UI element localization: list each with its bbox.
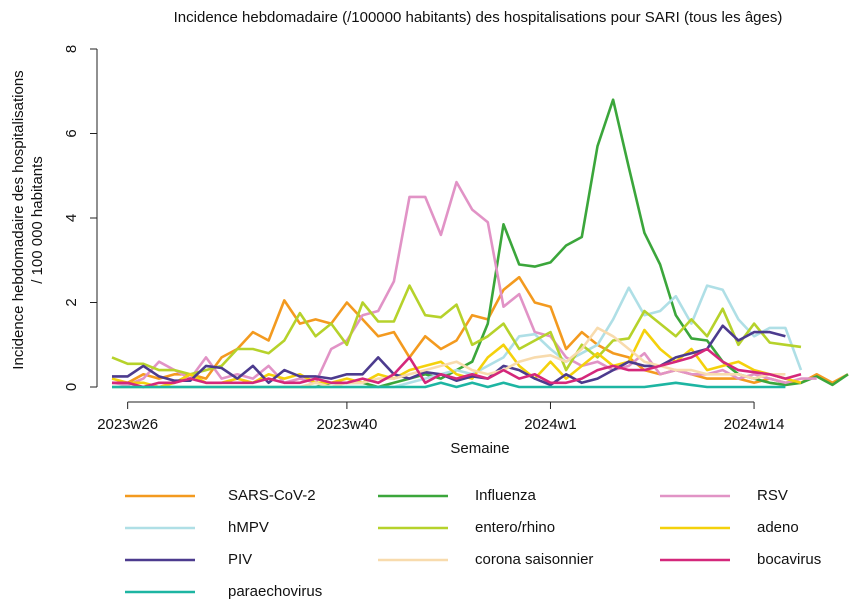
legend-label: bocavirus — [757, 551, 821, 568]
y-axis-label: Incidence hebdomadaire des hospitalisati… — [10, 70, 27, 369]
legend-label: RSV — [757, 487, 788, 504]
x-tick-label: 2023w40 — [316, 416, 377, 433]
legend-label: paraechovirus — [228, 583, 322, 600]
series-line — [112, 381, 786, 389]
x-tick-label: 2023w26 — [97, 416, 158, 433]
x-tick-label: 2024w1 — [524, 416, 577, 433]
legend-label: PIV — [228, 551, 252, 568]
y-tick-label: 2 — [63, 298, 80, 306]
legend-label: SARS-CoV-2 — [228, 487, 316, 504]
series-line — [112, 347, 802, 389]
y-tick-label: 8 — [63, 45, 80, 53]
x-axis-label: Semaine — [450, 440, 509, 457]
y-tick-label: 4 — [63, 214, 80, 222]
series-line — [111, 180, 817, 387]
y-tick-label: 0 — [63, 383, 80, 391]
series-line — [111, 284, 802, 376]
legend-label: Influenza — [475, 487, 537, 504]
legend-label: adeno — [757, 519, 799, 536]
y-tick-label: 6 — [63, 129, 80, 137]
x-tick-label: 2024w14 — [724, 416, 785, 433]
legend-label: hMPV — [228, 519, 269, 536]
chart-title: Incidence hebdomadaire (/100000 habitant… — [174, 9, 783, 26]
legend-label: entero/rhino — [475, 519, 555, 536]
series-line — [111, 328, 802, 389]
legend-label: corona saisonnier — [475, 551, 593, 568]
y-axis-label: / 100 000 habitants — [29, 156, 46, 284]
